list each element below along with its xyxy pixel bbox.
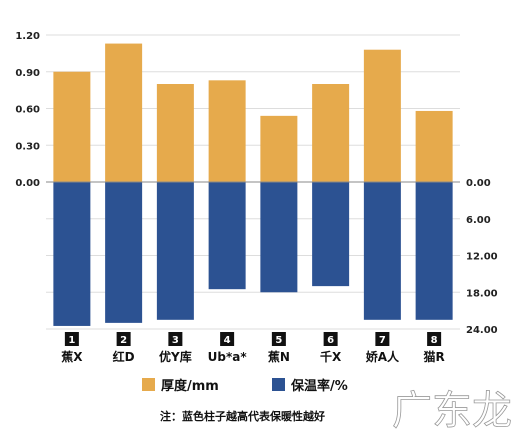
bar-thickness (260, 115, 298, 182)
bar-thickness (415, 110, 453, 182)
legend-swatch-insulation (272, 378, 285, 391)
category-label: 猫R (424, 349, 445, 364)
right-tick-label: 6.00 (466, 215, 491, 226)
category-number: 2 (120, 335, 127, 346)
bar-thickness (105, 43, 143, 183)
legend: 厚度/mm 保温率/% (142, 378, 348, 394)
category-label: 优Y库 (159, 349, 192, 364)
watermark: 广东龙网 (392, 388, 512, 435)
bar-insulation (156, 182, 194, 320)
category-number: 5 (275, 335, 282, 346)
legend-label-insulation: 保温率/% (290, 378, 348, 394)
category-number: 6 (327, 335, 334, 346)
right-tick-label: 24.00 (466, 325, 498, 336)
category-label: 红D (113, 349, 135, 364)
bar-thickness (312, 84, 350, 182)
category-labels: 1 蕉X 2 红D 3 优Y库 4 Ub*a* 5 蕉N 6 千X 7 娇A人 8 猫R (61, 332, 445, 364)
left-tick-label: 0.90 (15, 68, 40, 79)
watermark-text: 广东龙网 (392, 388, 512, 434)
bar-thickness (208, 80, 246, 182)
chart-note: 注：蓝色柱子越高代表保暖性越好 (160, 409, 325, 423)
category-number-box (168, 332, 183, 346)
category-number: 3 (172, 335, 179, 346)
left-tick-label: 0.00 (15, 178, 40, 189)
category-number-box (323, 332, 338, 346)
category-label: 蕉N (268, 349, 290, 364)
right-axis: 0.00 6.00 12.00 18.00 24.00 (466, 178, 498, 336)
category-number: 1 (68, 335, 75, 346)
category-number: 8 (431, 335, 438, 346)
category-label: 千X (320, 349, 342, 364)
legend-swatch-thickness (142, 378, 155, 391)
bar-insulation (260, 182, 298, 293)
bar-insulation (53, 182, 91, 326)
category-number: 4 (224, 335, 231, 346)
category-number-box (220, 332, 235, 346)
bar-insulation (105, 182, 143, 323)
category-label: Ub*a* (208, 350, 248, 364)
bar-insulation (312, 182, 350, 287)
legend-label-thickness: 厚度/mm (161, 378, 219, 394)
category-label: 娇A人 (365, 349, 400, 364)
category-number-box (427, 332, 442, 346)
category-number-box (116, 332, 131, 346)
bar-insulation (208, 182, 246, 290)
category-number-box (271, 332, 286, 346)
left-tick-label: 1.20 (15, 31, 40, 42)
right-tick-label: 0.00 (466, 178, 491, 189)
bar-thickness (53, 71, 91, 182)
bar-insulation (363, 182, 401, 320)
bars (53, 43, 453, 326)
right-tick-label: 12.00 (466, 252, 498, 263)
category-number-box (64, 332, 79, 346)
bar-thickness (156, 84, 194, 182)
category-number-box (375, 332, 390, 346)
right-tick-label: 18.00 (466, 288, 498, 299)
left-tick-label: 0.60 (15, 105, 40, 116)
category-number: 7 (379, 335, 386, 346)
category-label: 蕉X (61, 349, 83, 364)
bar-insulation (415, 182, 453, 320)
left-tick-label: 0.30 (15, 141, 40, 152)
left-axis: 0.00 0.30 0.60 0.90 1.20 (15, 31, 40, 189)
bar-thickness (363, 49, 401, 183)
